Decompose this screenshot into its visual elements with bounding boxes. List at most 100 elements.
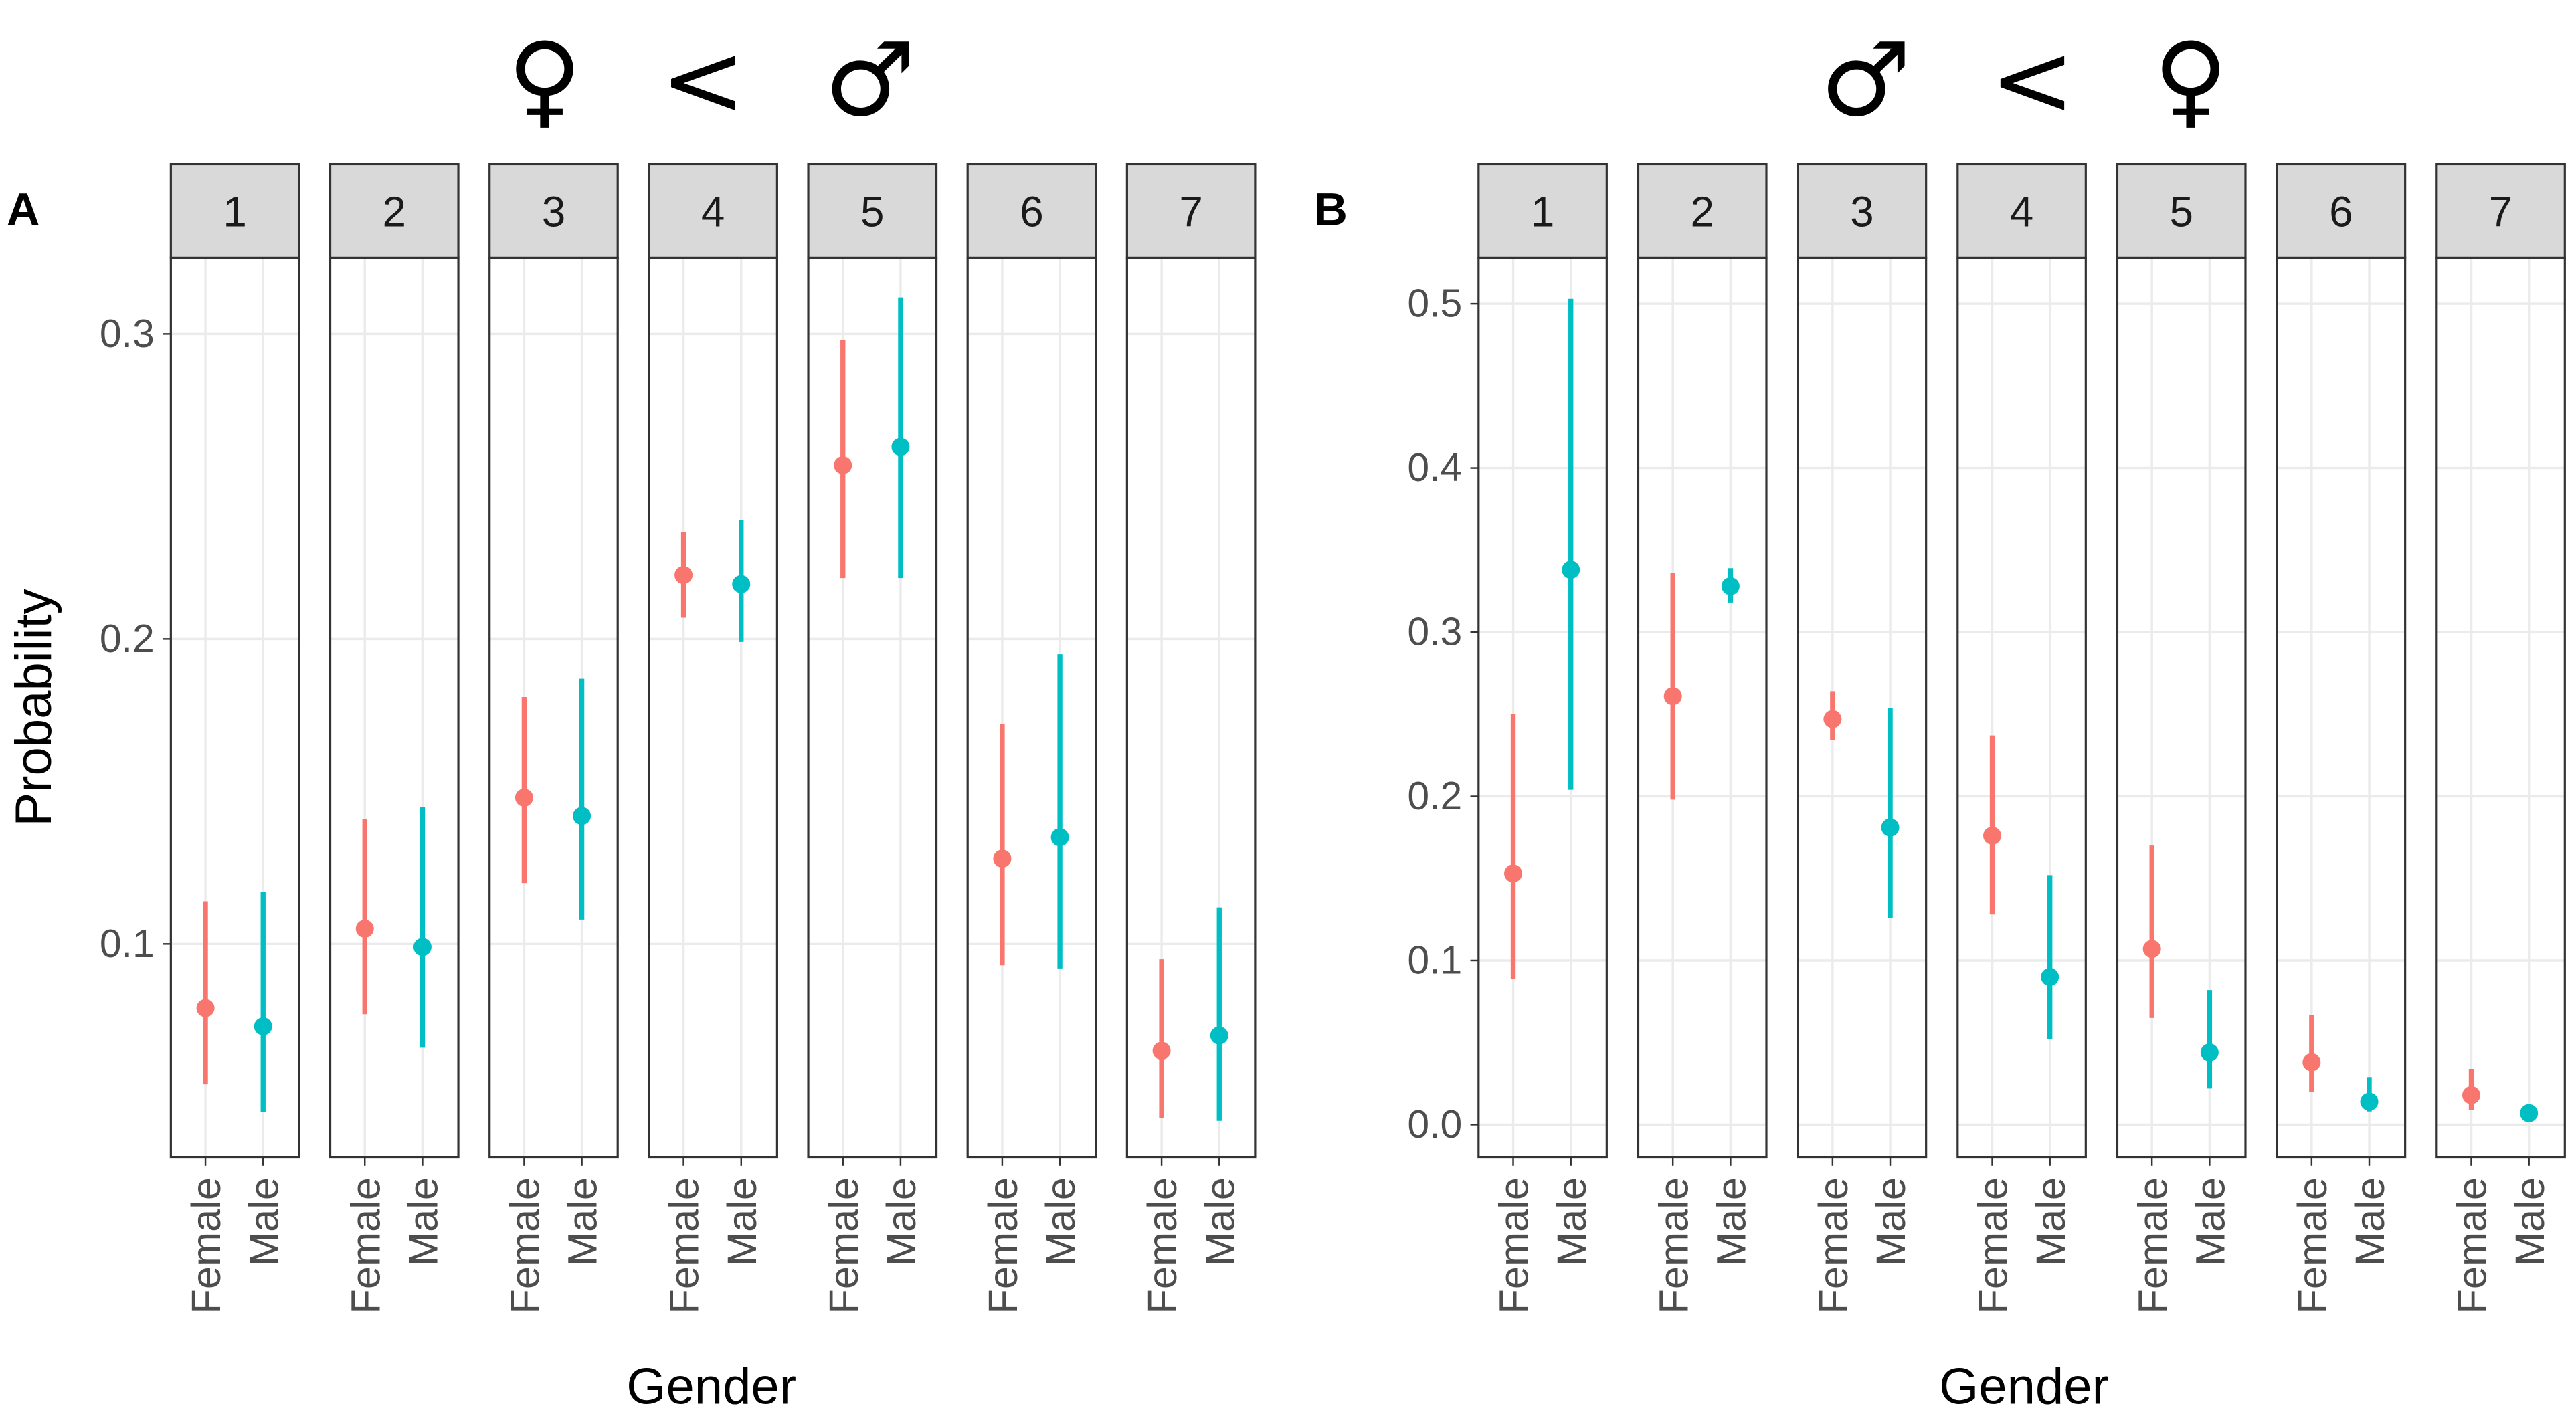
x-tick-label: Male [2187,1177,2233,1266]
point [413,938,432,956]
panel [2277,258,2405,1158]
point [1881,818,1900,837]
x-tick-label: Male [879,1177,925,1266]
point [2142,940,2161,959]
point [732,575,751,593]
strip [648,163,778,259]
y-axis-title: Probability [5,589,62,826]
point [1562,561,1580,579]
x-tick-label: Male [719,1177,765,1266]
panel [1798,258,1926,1158]
y-tick-label: 0.2 [100,617,155,661]
strip [2116,163,2247,259]
strip [329,163,460,259]
x-tick-label: Female [1139,1177,1186,1314]
strip [2435,163,2566,259]
strip-label: 7 [2489,188,2513,236]
strip [169,163,300,259]
point [834,456,852,474]
y-tick-label: 0.1 [100,922,155,966]
y-tick-label: 0.4 [1407,446,1462,490]
point [1210,1026,1228,1045]
panel [2436,258,2565,1158]
x-tick-label: Female [2290,1177,2336,1314]
x-tick-label: Female [1970,1177,2017,1314]
strip-label: 2 [1690,188,1714,236]
strip-label: 1 [1531,188,1555,236]
panel [1957,258,2086,1158]
strip [488,163,619,259]
point [196,999,215,1017]
y-tick-label: 0.0 [1407,1103,1462,1146]
point [1152,1041,1171,1060]
x-tick-label: Male [560,1177,606,1266]
point [1663,687,1682,706]
panel [968,258,1096,1158]
x-tick-label: Female [502,1177,548,1314]
x-tick-label: Female [1811,1177,1857,1314]
point [2462,1086,2480,1104]
panel [489,258,618,1158]
panel [171,258,299,1158]
panel [1478,258,1607,1158]
panel-tag: A [7,183,40,235]
panel [1127,258,1255,1158]
strip-label: 5 [2169,188,2193,236]
x-tick-label: Female [343,1177,389,1314]
y-tick-label: 0.5 [1407,282,1462,326]
strip-label: 6 [2329,188,2353,236]
y-tick-label: 0.2 [1407,775,1462,818]
y-tick-label: 0.3 [1407,611,1462,654]
strip-label: 2 [383,188,407,236]
x-tick-label: Male [1549,1177,1595,1266]
panel-tag: B [1314,183,1348,235]
x-tick-label: Female [1491,1177,1538,1314]
strip-label: 4 [2010,188,2034,236]
strip [1637,163,1768,259]
strip-label: 1 [223,188,247,236]
strip-label: 3 [542,188,566,236]
point [2360,1092,2379,1111]
y-tick-label: 0.1 [1407,939,1462,983]
x-tick-label: Female [821,1177,867,1314]
point [355,920,374,938]
point [891,437,910,456]
x-axis-title: Gender [626,1358,796,1412]
point [2302,1053,2321,1072]
point [2200,1043,2219,1062]
point [1823,710,1842,728]
point [515,788,533,807]
strip [1797,163,1928,259]
x-tick-label: Male [1868,1177,1914,1266]
x-tick-label: Male [401,1177,447,1266]
x-tick-label: Male [1708,1177,1754,1266]
x-tick-label: Male [2347,1177,2393,1266]
point [993,849,1012,868]
strip-label: 3 [1850,188,1874,236]
panel [1638,258,1766,1158]
x-tick-label: Female [980,1177,1026,1314]
point [573,807,591,825]
x-tick-label: Female [1651,1177,1697,1314]
point [1721,577,1740,595]
x-tick-label: Male [1197,1177,1243,1266]
x-tick-label: Female [2130,1177,2176,1314]
strip [1956,163,2087,259]
point [1983,826,2002,845]
strip [807,163,938,259]
strip [1125,163,1257,259]
x-tick-label: Male [2507,1177,2553,1266]
x-tick-label: Male [2028,1177,2074,1266]
strip-label: 7 [1179,188,1203,236]
point [674,566,693,585]
panel [648,258,777,1158]
header: ♀ < ♂ [507,21,915,139]
panel [808,258,937,1158]
panel [330,258,459,1158]
x-tick-label: Female [183,1177,229,1314]
x-tick-label: Male [1038,1177,1084,1266]
point [2520,1104,2539,1122]
x-tick-label: Male [241,1177,287,1266]
point [2041,968,2059,987]
